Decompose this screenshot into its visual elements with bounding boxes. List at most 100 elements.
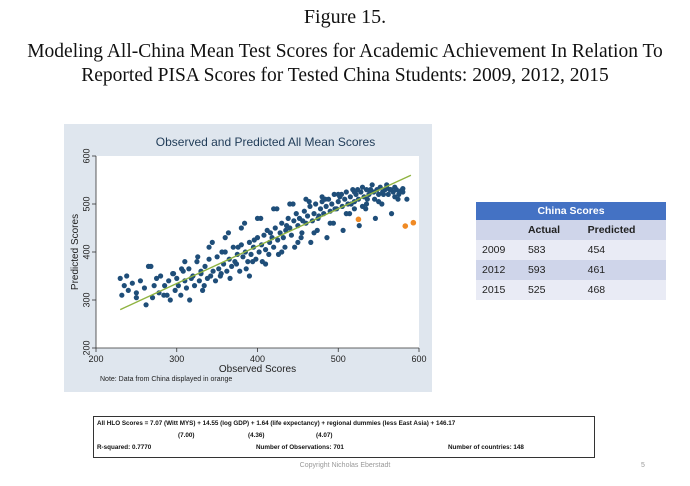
regression-equation: All HLO Scores = 7.07 (Witt MYS) + 14.55… [97,420,456,427]
scatter-point [288,232,295,238]
scatter-point [143,302,149,308]
scatter-point [183,285,190,291]
scatter-chart: Observed and Predicted All Mean Scores 20… [70,135,427,383]
scatter-point [335,199,341,205]
scatter-point [241,220,248,226]
regression-rsq: R-squared: 0.7770 [97,444,152,451]
scatter-point [243,266,249,272]
scatter-point [300,218,306,224]
table-cell: 2012 [476,260,522,280]
scatter-point [319,194,325,200]
scatter-point [392,194,398,200]
scatter-point [313,201,319,207]
scatter-point [291,218,297,224]
table-cell: 454 [581,240,666,260]
scatter-point [304,213,311,219]
scatter-point [404,196,410,202]
scatter-point [129,280,135,286]
x-axis-label: Observed Scores [219,364,296,375]
scatter-point [196,278,202,284]
y-tick-label: 600 [81,148,91,163]
scatter-point [272,225,278,231]
scatter-point [267,230,274,236]
table-cell: 461 [581,260,666,280]
scatter-point [335,191,341,197]
scatter-point [117,275,123,281]
scatter-point [133,290,139,296]
scatter-point [363,201,370,207]
scatter-point [195,254,201,260]
scatter-chart-panel: Observed and Predicted All Mean Scores 20… [64,124,432,392]
scatter-point [182,259,188,265]
scatter-point [363,187,370,193]
regression-se: (4.36) [248,432,265,439]
table-cell: 593 [521,260,582,280]
scatter-point [372,215,378,221]
y-axis-label: Predicted Scores [70,214,81,290]
scatter-point [210,268,216,274]
copyright: Copyright Nicholas Eberstadt [299,462,391,469]
scatter-point [376,199,382,205]
x-tick-label: 400 [250,354,265,364]
scatter-point [293,211,299,217]
scatter-point [364,196,370,202]
x-tick-label: 600 [411,354,426,364]
scatter-point [229,263,235,269]
scatter-point [266,251,272,257]
scatter-point [282,244,288,250]
scatter-point [256,249,262,255]
scatter-point [172,287,178,293]
scatter-point [245,259,251,265]
scatter-point [301,208,307,214]
scatter-point [331,191,337,197]
scatter-point [280,235,286,241]
scatter-point [212,278,219,284]
scatter-point [317,206,324,212]
page-number: 5 [641,462,645,469]
scatter-point [279,249,285,255]
scatter-point [351,206,357,212]
scatter-point [199,287,206,293]
scatter-point [217,273,223,279]
scatter-point [359,184,366,190]
scatter-point [222,235,228,241]
regression-se: (4.07) [316,432,333,439]
scatter-point [149,295,156,301]
scatter-point [307,203,313,209]
scatter-point [343,189,349,195]
scatter-point [342,196,348,202]
scatter-point [283,223,290,229]
table-title: China Scores [476,202,666,220]
scatter-point [187,297,193,303]
scatter-point [202,263,208,269]
scatter-point [292,244,298,250]
figure-title-line2: Reported PISA Scores for Tested China St… [81,65,609,86]
scatter-point [369,182,375,188]
regression-nobs: Number of Observations: 701 [256,444,344,451]
y-tick-label: 500 [81,196,91,211]
table-row: 2012 593 461 [476,260,666,280]
y-tick-label: 200 [81,340,91,355]
y-tick-label: 300 [81,292,91,307]
scatter-point [311,230,317,236]
scatter-point [287,201,293,207]
scatter-point [343,211,349,217]
scatter-point [201,283,207,289]
scatter-point [367,187,374,193]
scatter-point [285,215,291,221]
scatter-point [148,263,154,269]
table-cell: 2015 [476,280,522,300]
scatter-point [214,254,220,260]
regression-se: (7.00) [178,432,195,439]
scatter-point [262,247,269,253]
scatter-point [166,278,172,284]
scatter-point [161,292,167,298]
scatter-point [170,271,177,277]
scatter-point [254,215,261,221]
scatter-point [124,273,130,279]
fit-line [119,174,412,311]
scatter-point [233,261,240,267]
scatter-point [271,206,277,212]
x-tick-label: 200 [88,354,103,364]
china-point [410,219,417,226]
